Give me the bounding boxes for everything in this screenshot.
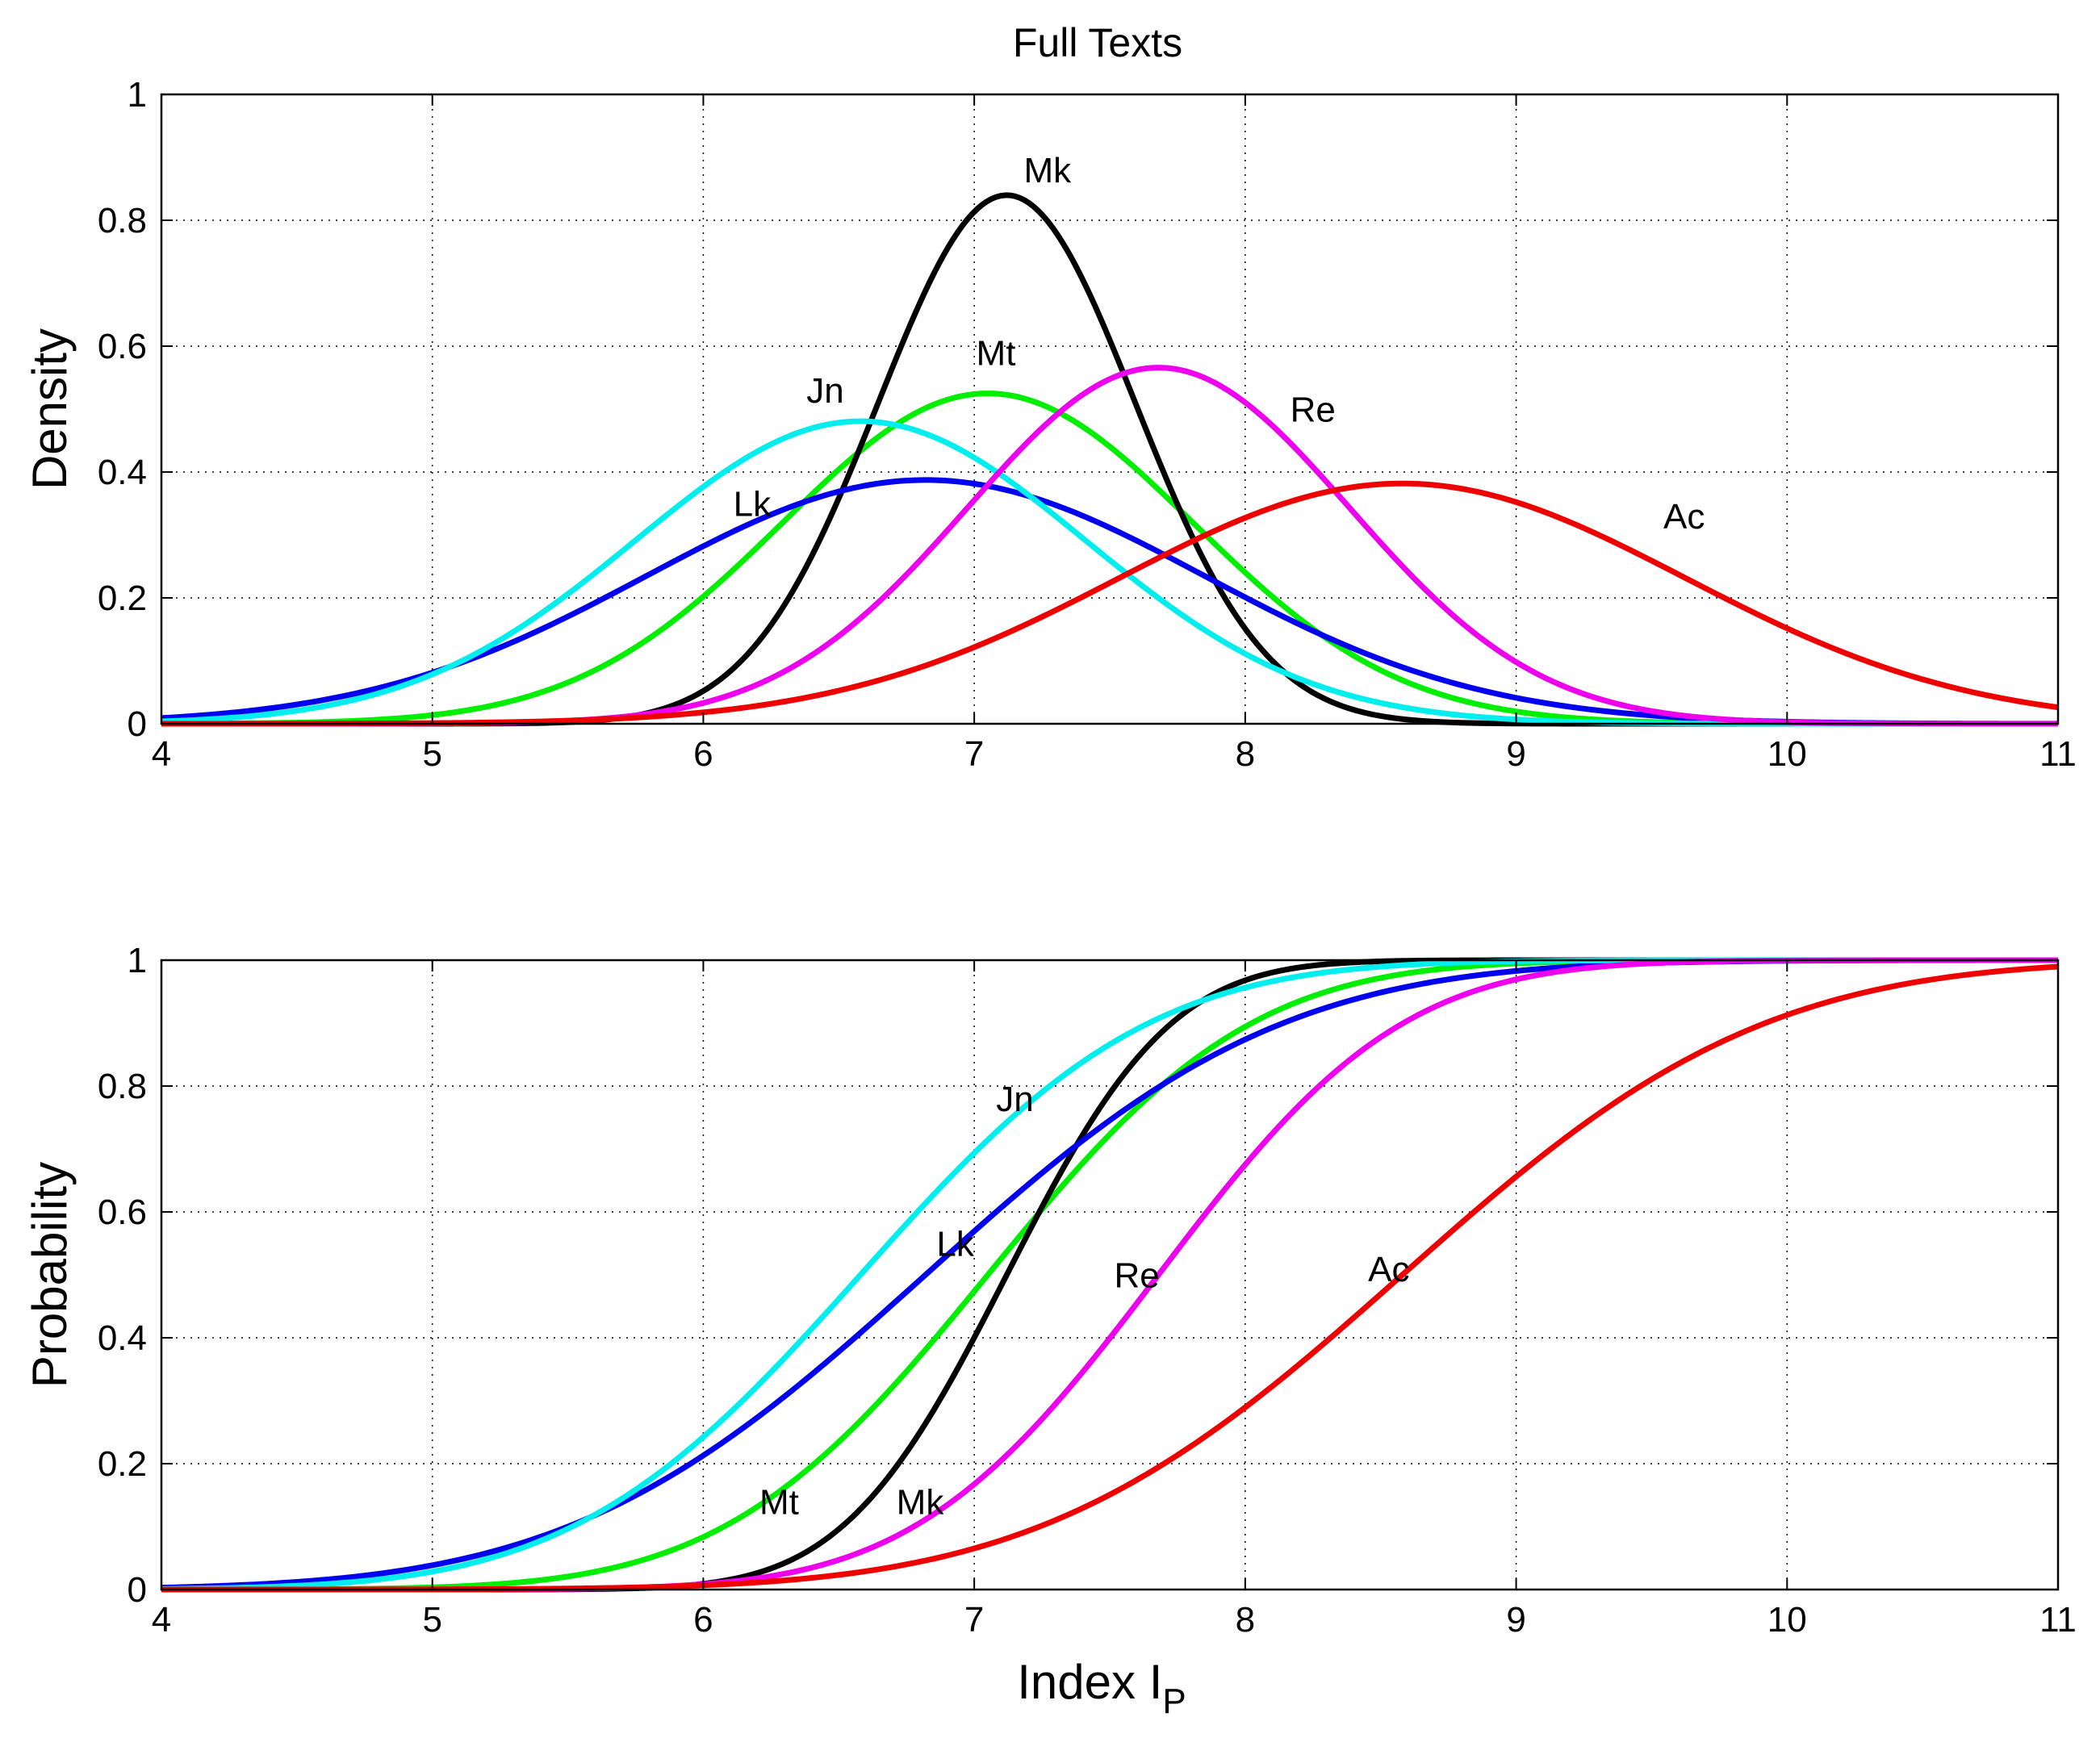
y-tick-label: 0.6 xyxy=(98,1193,147,1232)
density-panel: 4 5 6 7 8 9 10 11 0 0.2 0.4 0.6 0.8 1 Density Mk Mt Jn Re L… xyxy=(23,75,2077,774)
curve-label-re: Re xyxy=(1114,1256,1159,1296)
x-axis-label: Index IP xyxy=(1017,1655,1186,1721)
y-tick-label: 0.8 xyxy=(98,201,147,240)
y-tick-label: 0.2 xyxy=(98,1444,147,1484)
y-tick-label: 1 xyxy=(128,75,147,115)
y-axis-label: Probability xyxy=(23,1162,77,1388)
figure-title: Full Texts xyxy=(1013,20,1182,65)
curve-label-lk: Lk xyxy=(936,1225,974,1264)
y-tick-label: 0.4 xyxy=(98,1318,147,1358)
y-tick-label: 0.8 xyxy=(98,1067,147,1106)
series-line-mk xyxy=(161,192,2058,727)
x-tick-label: 6 xyxy=(693,1600,713,1640)
curve-label-jn: Jn xyxy=(806,371,843,411)
x-tick-label: 9 xyxy=(1506,1600,1525,1640)
x-axis-label-main: Index I xyxy=(1017,1655,1162,1709)
axes-box xyxy=(160,93,2060,725)
x-axis-label-subscript: P xyxy=(1162,1682,1186,1721)
y-axis-label: Density xyxy=(23,328,77,490)
y-tick-label: 1 xyxy=(128,941,147,980)
x-tick-label: 10 xyxy=(1767,1600,1807,1640)
y-tick-label: 0.6 xyxy=(98,327,147,366)
x-tick-label: 7 xyxy=(964,1600,984,1640)
y-tick-label: 0.2 xyxy=(98,579,147,618)
x-tick-label: 8 xyxy=(1236,1600,1255,1640)
y-tick-label: 0.4 xyxy=(98,453,147,492)
curve-label-re: Re xyxy=(1291,391,1336,430)
curve-label-mk: Mk xyxy=(897,1482,945,1522)
series-line-jn xyxy=(161,418,2058,727)
x-tick-label: 11 xyxy=(2039,734,2077,774)
curve-label-mt: Mt xyxy=(977,333,1016,373)
curve-label-lk: Lk xyxy=(734,485,772,524)
x-tick-label: 6 xyxy=(693,734,713,774)
curve-label-jn: Jn xyxy=(996,1080,1033,1119)
x-tick-label: 5 xyxy=(422,1600,441,1640)
x-tick-label: 4 xyxy=(152,734,171,774)
x-tick-label: 7 xyxy=(964,734,984,774)
axes-box xyxy=(160,959,2060,1591)
x-tick-label: 8 xyxy=(1236,734,1255,774)
series-line-ac xyxy=(161,480,2059,727)
x-tick-label: 10 xyxy=(1767,734,1807,774)
x-tick-label: 4 xyxy=(152,1600,171,1640)
curve-label-mk: Mk xyxy=(1023,151,1072,190)
y-tick-label: 0 xyxy=(128,1570,147,1610)
curve-label-mt: Mt xyxy=(759,1482,799,1522)
series-line-ac xyxy=(161,963,2059,1593)
curve-label-ac: Ac xyxy=(1663,497,1705,537)
x-tick-label: 9 xyxy=(1506,734,1525,774)
y-tick-label: 0 xyxy=(128,704,147,744)
x-tick-label: 11 xyxy=(2039,1600,2077,1640)
curve-label-ac: Ac xyxy=(1368,1250,1409,1289)
probability-panel: 4 5 6 7 8 9 10 11 0 0.2 0.4 0.6 0.8 1 Probability Jn Lk R… xyxy=(23,941,2077,1721)
series-line-lk xyxy=(161,477,2059,727)
x-tick-label: 5 xyxy=(422,734,441,774)
